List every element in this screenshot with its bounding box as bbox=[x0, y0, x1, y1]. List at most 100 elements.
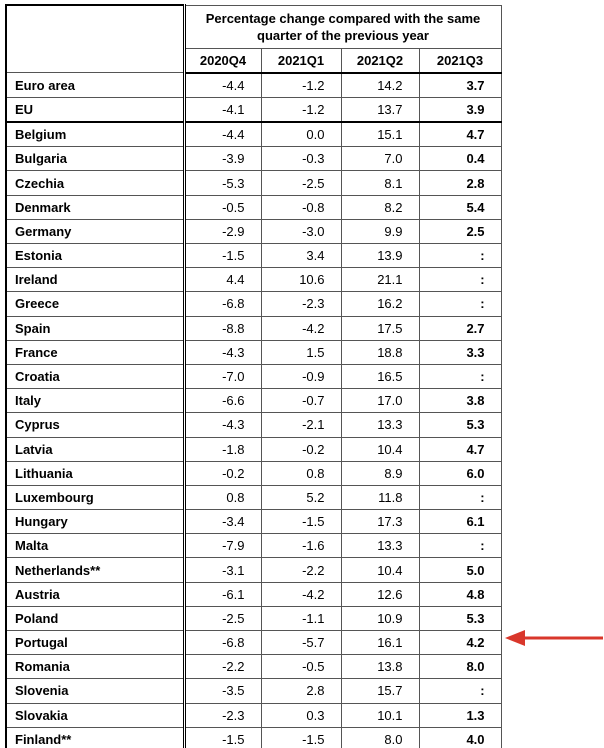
table-row: Czechia -5.3 -2.5 8.1 2.8 bbox=[5, 170, 502, 196]
value-cell: -1.2 bbox=[260, 72, 342, 98]
country-name: Belgium bbox=[5, 121, 186, 148]
value-cell: 16.2 bbox=[340, 291, 420, 317]
table-row: Finland** -1.5 -1.5 8.0 4.0 bbox=[5, 726, 502, 748]
value-cell: -1.8 bbox=[183, 436, 262, 462]
value-cell: -1.5 bbox=[183, 726, 262, 748]
value-cell: -0.5 bbox=[183, 194, 262, 220]
value-cell: 11.8 bbox=[340, 484, 420, 511]
pointer-arrow bbox=[505, 630, 603, 646]
value-cell: -6.8 bbox=[183, 291, 262, 317]
value-cell: -2.5 bbox=[183, 605, 262, 632]
value-cell: 15.7 bbox=[340, 678, 420, 704]
value-cell: 5.4 bbox=[418, 194, 502, 220]
value-cell: 10.4 bbox=[340, 436, 420, 462]
value-cell: 5.3 bbox=[418, 412, 502, 438]
table-row: Poland -2.5 -1.1 10.9 5.3 bbox=[5, 605, 502, 632]
table-row: Italy -6.6 -0.7 17.0 3.8 bbox=[5, 388, 502, 414]
value-cell: -7.0 bbox=[183, 363, 262, 390]
value-cell: -2.9 bbox=[183, 218, 262, 245]
country-name: Netherlands** bbox=[5, 557, 186, 583]
value-cell: 8.2 bbox=[340, 194, 420, 220]
value-cell: -3.4 bbox=[183, 509, 262, 535]
value-cell: -0.2 bbox=[260, 436, 342, 462]
value-cell: -4.4 bbox=[183, 72, 262, 98]
value-cell: -2.3 bbox=[183, 702, 262, 728]
value-cell: : bbox=[418, 363, 502, 390]
country-name: Germany bbox=[5, 218, 186, 245]
value-cell: 14.2 bbox=[340, 72, 420, 98]
country-name: Croatia bbox=[5, 363, 186, 390]
value-cell: -3.1 bbox=[183, 557, 262, 583]
value-cell: 0.8 bbox=[183, 484, 262, 511]
table-row: Croatia -7.0 -0.9 16.5: bbox=[5, 363, 502, 390]
table-row: Lithuania -0.2 0.8 8.9 6.0 bbox=[5, 460, 502, 486]
value-cell: 2.8 bbox=[418, 170, 502, 196]
value-cell: 3.7 bbox=[418, 72, 502, 98]
country-name: Slovenia bbox=[5, 678, 186, 704]
table-row: EU -4.1 -1.2 13.7 3.9 bbox=[5, 96, 502, 124]
column-header: 2021Q1 bbox=[260, 47, 342, 74]
value-cell: -4.1 bbox=[183, 96, 262, 124]
table-row: Luxembourg 0.8 5.2 11.8: bbox=[5, 484, 502, 511]
table-row: Netherlands** -3.1 -2.2 10.4 5.0 bbox=[5, 557, 502, 583]
value-cell: -0.7 bbox=[260, 388, 342, 414]
country-name: Finland** bbox=[5, 726, 186, 748]
value-cell: 1.3 bbox=[418, 702, 502, 728]
value-cell: -0.9 bbox=[260, 363, 342, 390]
value-cell: 4.8 bbox=[418, 581, 502, 607]
value-cell: 4.4 bbox=[183, 267, 262, 293]
value-cell: -3.0 bbox=[260, 218, 342, 245]
value-cell: : bbox=[418, 267, 502, 293]
table-row: Cyprus -4.3 -2.1 13.3 5.3 bbox=[5, 412, 502, 438]
value-cell: 6.0 bbox=[418, 460, 502, 486]
country-name: Luxembourg bbox=[5, 484, 186, 511]
value-cell: -1.1 bbox=[260, 605, 342, 632]
value-cell: 13.7 bbox=[340, 96, 420, 124]
table-row: Estonia -1.5 3.4 13.9: bbox=[5, 242, 502, 269]
table-row: Ireland 4.4 10.6 21.1: bbox=[5, 267, 502, 293]
value-cell: 10.9 bbox=[340, 605, 420, 632]
value-cell: 3.9 bbox=[418, 96, 502, 124]
country-name: Romania bbox=[5, 654, 186, 680]
value-cell: 17.0 bbox=[340, 388, 420, 414]
value-cell: 16.5 bbox=[340, 363, 420, 390]
value-cell: -8.8 bbox=[183, 315, 262, 341]
value-cell: 16.1 bbox=[340, 629, 420, 656]
column-header: 2021Q2 bbox=[340, 47, 420, 74]
value-cell: 10.1 bbox=[340, 702, 420, 728]
table-row: Germany -2.9 -3.0 9.9 2.5 bbox=[5, 218, 502, 245]
value-cell: -6.6 bbox=[183, 388, 262, 414]
country-name: France bbox=[5, 339, 186, 365]
value-cell: -5.7 bbox=[260, 629, 342, 656]
column-header: 2020Q4 bbox=[183, 47, 262, 74]
table-body: Euro area -4.4 -1.2 14.2 3.7 EU -4.1 -1.2 13.7 3.… bbox=[5, 72, 502, 748]
country-name: Euro area bbox=[5, 72, 186, 98]
country-name: Greece bbox=[5, 291, 186, 317]
value-cell: -6.8 bbox=[183, 629, 262, 656]
country-name: EU bbox=[5, 96, 186, 124]
value-cell: -1.5 bbox=[260, 726, 342, 748]
value-cell: 5.0 bbox=[418, 557, 502, 583]
value-cell: 13.8 bbox=[340, 654, 420, 680]
country-name: Lithuania bbox=[5, 460, 186, 486]
country-name: Hungary bbox=[5, 509, 186, 535]
country-name: Italy bbox=[5, 388, 186, 414]
country-name: Latvia bbox=[5, 436, 186, 462]
table-row: Hungary -3.4 -1.5 17.3 6.1 bbox=[5, 509, 502, 535]
value-cell: 0.8 bbox=[260, 460, 342, 486]
value-cell: -5.3 bbox=[183, 170, 262, 196]
value-cell: 8.0 bbox=[418, 654, 502, 680]
value-cell: : bbox=[418, 291, 502, 317]
value-cell: 3.3 bbox=[418, 339, 502, 365]
value-cell: : bbox=[418, 484, 502, 511]
country-name: Malta bbox=[5, 533, 186, 559]
value-cell: 4.7 bbox=[418, 121, 502, 148]
value-cell: 0.3 bbox=[260, 702, 342, 728]
value-cell: -2.2 bbox=[260, 557, 342, 583]
value-cell: 8.1 bbox=[340, 170, 420, 196]
table-row: Greece -6.8 -2.3 16.2: bbox=[5, 291, 502, 317]
value-cell: -2.1 bbox=[260, 412, 342, 438]
value-cell: 4.0 bbox=[418, 726, 502, 748]
value-cell: 17.3 bbox=[340, 509, 420, 535]
